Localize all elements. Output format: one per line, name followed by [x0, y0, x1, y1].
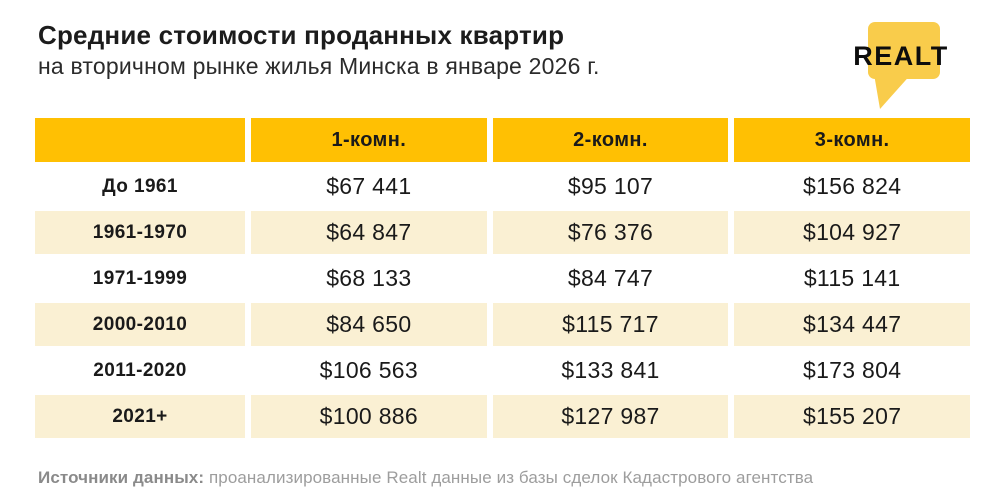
- cell-value: $115 141: [803, 265, 901, 291]
- data-source-label: Источники данных:: [38, 468, 205, 487]
- cell-value: $100 886: [251, 395, 487, 438]
- data-source-text: проанализированные Realt данные из базы …: [208, 468, 814, 487]
- cell-value: $156 824: [802, 173, 902, 199]
- row-label: 2021+: [35, 395, 245, 438]
- row-label: До 1961: [102, 175, 178, 197]
- cell-value: $84 650: [251, 303, 487, 346]
- table-header-3room: 3-комн.: [734, 118, 970, 162]
- row-label: 2011-2020: [93, 359, 187, 381]
- table-header-2room: 2-комн.: [492, 118, 729, 162]
- page-title: Средние стоимости проданных квартир: [38, 20, 565, 50]
- row-label: 1961-1970: [35, 211, 245, 254]
- cell-value: $173 804: [802, 357, 902, 383]
- cell-value: $68 133: [326, 265, 412, 291]
- table-header-empty: [35, 118, 245, 162]
- title-block: Средние стоимости проданных квартир на в…: [38, 14, 600, 81]
- cell-value: $106 563: [319, 357, 418, 383]
- page-subtitle: на вторичном рынке жилья Минска в январе…: [38, 52, 600, 79]
- cell-value: $133 841: [561, 357, 660, 383]
- price-table: 1-комн. 2-комн. 3-комн. До 1961 $67 441 …: [35, 118, 970, 438]
- row-label: 2000-2010: [35, 303, 245, 346]
- data-source-note: Источники данных: проанализированные Rea…: [38, 467, 970, 487]
- cell-value: $84 747: [567, 265, 654, 291]
- cell-value: $76 376: [492, 211, 729, 254]
- logo-text: Realt: [853, 41, 949, 71]
- cell-value: $95 107: [567, 173, 654, 199]
- realt-logo: Realt: [835, 16, 967, 112]
- cell-value: $104 927: [734, 211, 970, 254]
- cell-value: $134 447: [734, 303, 970, 346]
- speech-bubble-icon: [868, 22, 940, 109]
- cell-value: $115 717: [492, 303, 729, 346]
- cell-value: $127 987: [492, 395, 729, 438]
- cell-value: $64 847: [251, 211, 487, 254]
- cell-value: $67 441: [326, 173, 412, 199]
- cell-value: $155 207: [734, 395, 970, 438]
- row-label: 1971-1999: [92, 267, 188, 289]
- table-header-1room: 1-комн.: [251, 118, 487, 162]
- header: Средние стоимости проданных квартир на в…: [0, 0, 1005, 112]
